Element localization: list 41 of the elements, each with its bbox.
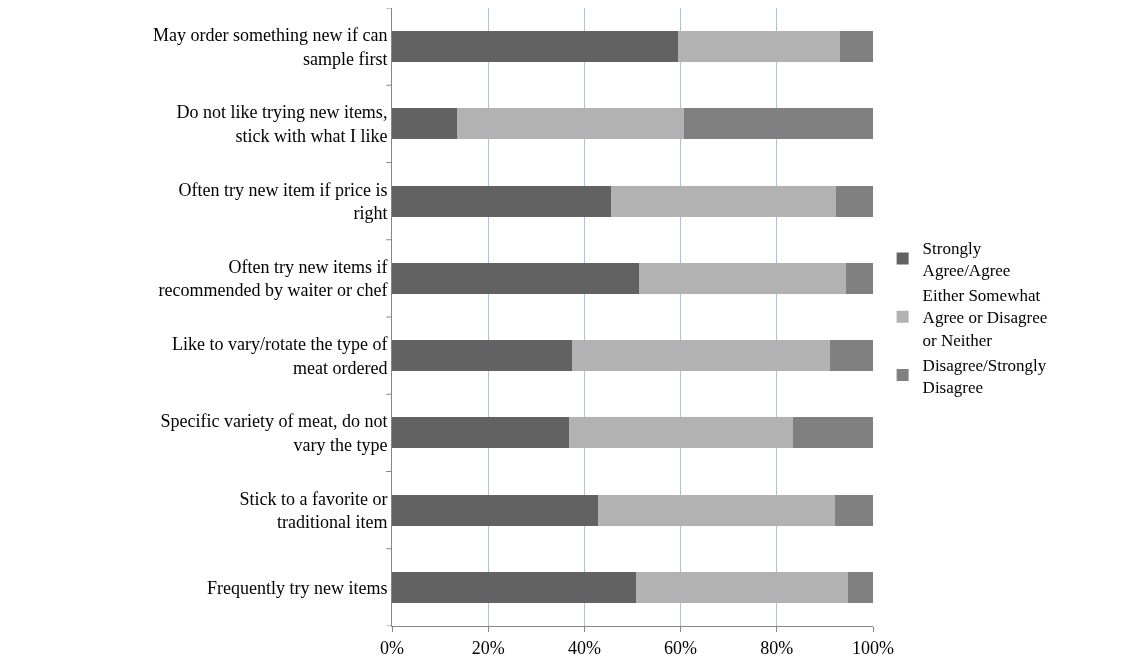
- y-tick-label: Often try new items if recommended by waiter or chef: [158, 256, 388, 301]
- bar: [571, 340, 831, 372]
- bar: [635, 571, 849, 603]
- legend-label: Strongly Agree/Agree: [922, 239, 1011, 281]
- bar: [839, 31, 873, 63]
- bar: [610, 185, 837, 217]
- bar: [392, 494, 598, 526]
- x-tick-label: 60%: [664, 637, 698, 658]
- bar: [392, 108, 457, 140]
- bar: [684, 108, 873, 140]
- bar: [845, 262, 873, 294]
- bar: [793, 417, 873, 449]
- bar: [392, 417, 569, 449]
- y-tick-label: May order something new if can sample first: [152, 25, 388, 69]
- bar: [568, 417, 794, 449]
- y-tick-label: Specific variety of meat, do not vary the type: [160, 411, 388, 455]
- bar: [638, 262, 846, 294]
- x-tick-label: 20%: [471, 637, 505, 658]
- bar: [834, 494, 873, 526]
- bar: [392, 571, 636, 603]
- bar: [392, 340, 572, 372]
- bar: [848, 571, 873, 603]
- x-tick-label: 0%: [380, 637, 404, 658]
- y-tick-label: Like to vary/rotate the type of meat ordered: [171, 334, 388, 378]
- bar: [830, 340, 873, 372]
- legend-label: Either Somewhat Agree or Disagree or Neither: [922, 286, 1048, 350]
- bar: [392, 31, 678, 63]
- legend-label: Disagree/Strongly Disagree: [922, 355, 1047, 397]
- bar: [392, 262, 639, 294]
- x-tick-label: 100%: [852, 637, 894, 658]
- x-tick-label: 40%: [567, 637, 601, 658]
- x-tick-label: 80%: [760, 637, 794, 658]
- bar: [677, 31, 840, 63]
- y-tick-label: Stick to a favorite or traditional item: [239, 488, 388, 533]
- y-tick-label: Often try new item if price is right: [178, 179, 388, 224]
- bar: [597, 494, 835, 526]
- y-tick-label: Frequently try new items: [206, 577, 388, 598]
- y-tick-label: Do not like trying new items, stick with what I like: [176, 102, 388, 146]
- bar: [392, 185, 611, 217]
- bar: [836, 185, 873, 217]
- bar: [456, 108, 685, 140]
